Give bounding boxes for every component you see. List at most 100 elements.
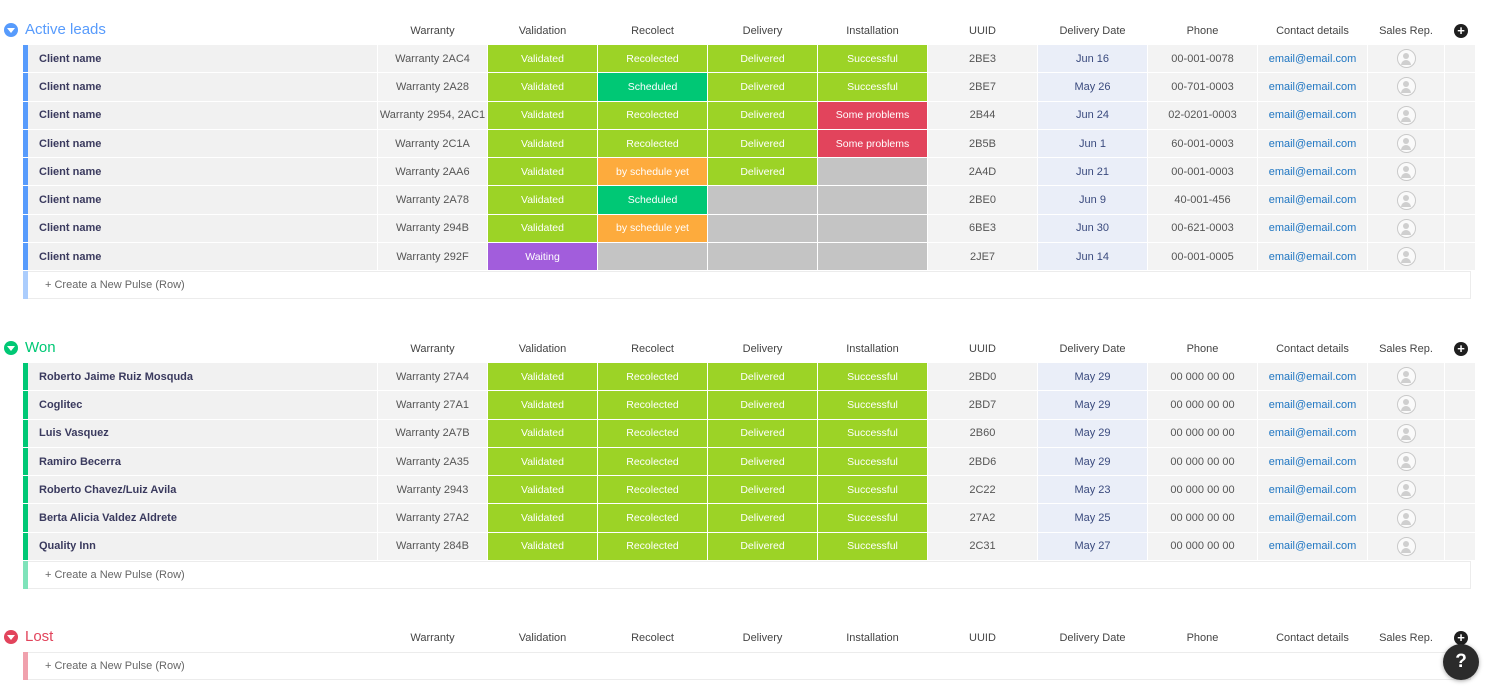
column-header-uuid[interactable]: UUID	[969, 25, 996, 37]
cell-name[interactable]: Client name	[28, 129, 377, 158]
cell-uuid[interactable]: 2A4D	[928, 158, 1037, 186]
status-installation[interactable]: Successful	[818, 504, 927, 532]
cell-delivery-date[interactable]: Jun 1	[1038, 129, 1147, 158]
cell-phone[interactable]: 00 000 00 00	[1148, 532, 1257, 561]
avatar-icon[interactable]	[1396, 77, 1416, 97]
column-header-installation[interactable]: Installation	[846, 343, 899, 355]
avatar-icon[interactable]	[1396, 105, 1416, 125]
cell-phone[interactable]: 00-621-0003	[1148, 214, 1257, 243]
cell-delivery-date[interactable]: Jun 21	[1038, 158, 1147, 186]
status-validation[interactable]: Validated	[488, 214, 597, 243]
avatar-icon[interactable]	[1396, 508, 1416, 528]
status-delivery[interactable]: Delivered	[708, 532, 817, 561]
column-header-phone[interactable]: Phone	[1186, 632, 1219, 644]
add-column-icon[interactable]: +	[1454, 24, 1468, 38]
status-delivery[interactable]: Delivered	[708, 419, 817, 447]
cell-sales-rep[interactable]	[1368, 476, 1444, 504]
avatar-icon[interactable]	[1396, 49, 1416, 69]
status-delivery[interactable]: Delivered	[708, 45, 817, 73]
status-installation[interactable]: Successful	[818, 419, 927, 447]
avatar-icon[interactable]	[1396, 218, 1416, 238]
cell-uuid[interactable]: 2BD0	[928, 363, 1037, 391]
status-delivery[interactable]: Delivered	[708, 476, 817, 504]
cell-phone[interactable]: 00-001-0078	[1148, 45, 1257, 73]
cell-delivery-date[interactable]: May 23	[1038, 476, 1147, 504]
status-recolect[interactable]: Recolected	[598, 363, 707, 391]
status-validation[interactable]: Validated	[488, 101, 597, 129]
create-new-pulse-button[interactable]: + Create a New Pulse (Row)	[28, 561, 1471, 590]
status-recolect[interactable]: Recolected	[598, 476, 707, 504]
cell-email-link[interactable]: email@email.com	[1258, 391, 1367, 419]
status-validation[interactable]: Validated	[488, 186, 597, 214]
cell-uuid[interactable]: 2JE7	[928, 243, 1037, 271]
cell-phone[interactable]: 00-701-0003	[1148, 73, 1257, 101]
status-delivery[interactable]: Delivered	[708, 101, 817, 129]
status-installation[interactable]: Some problems	[818, 101, 927, 129]
cell-warranty[interactable]: Warranty 284B	[378, 532, 487, 561]
cell-sales-rep[interactable]	[1368, 214, 1444, 243]
column-header-phone[interactable]: Phone	[1186, 343, 1219, 355]
cell-name[interactable]: Quality Inn	[28, 532, 377, 561]
cell-sales-rep[interactable]	[1368, 532, 1444, 561]
status-recolect[interactable]: Recolected	[598, 129, 707, 158]
status-recolect[interactable]: Recolected	[598, 419, 707, 447]
column-header-delivery-date[interactable]: Delivery Date	[1059, 343, 1126, 355]
column-header-installation[interactable]: Installation	[846, 632, 899, 644]
cell-delivery-date[interactable]: Jun 30	[1038, 214, 1147, 243]
column-header-delivery-date[interactable]: Delivery Date	[1059, 25, 1126, 37]
status-validation[interactable]: Validated	[488, 363, 597, 391]
avatar-icon[interactable]	[1396, 247, 1416, 267]
cell-phone[interactable]: 60-001-0003	[1148, 129, 1257, 158]
cell-sales-rep[interactable]	[1368, 447, 1444, 476]
status-recolect[interactable]	[598, 243, 707, 271]
status-recolect[interactable]: Recolected	[598, 447, 707, 476]
status-delivery[interactable]: Delivered	[708, 73, 817, 101]
cell-email-link[interactable]: email@email.com	[1258, 101, 1367, 129]
column-header-contact-details[interactable]: Contact details	[1276, 343, 1349, 355]
status-validation[interactable]: Validated	[488, 73, 597, 101]
column-header-recolect[interactable]: Recolect	[631, 632, 674, 644]
group-title[interactable]: Active leads	[25, 21, 106, 38]
cell-name[interactable]: Client name	[28, 214, 377, 243]
status-installation[interactable]	[818, 243, 927, 271]
cell-phone[interactable]: 00 000 00 00	[1148, 504, 1257, 532]
cell-sales-rep[interactable]	[1368, 73, 1444, 101]
cell-email-link[interactable]: email@email.com	[1258, 214, 1367, 243]
cell-phone[interactable]: 00 000 00 00	[1148, 476, 1257, 504]
cell-delivery-date[interactable]: May 25	[1038, 504, 1147, 532]
cell-sales-rep[interactable]	[1368, 419, 1444, 447]
cell-warranty[interactable]: Warranty 294B	[378, 214, 487, 243]
status-recolect[interactable]: by schedule yet	[598, 214, 707, 243]
cell-email-link[interactable]: email@email.com	[1258, 476, 1367, 504]
cell-email-link[interactable]: email@email.com	[1258, 243, 1367, 271]
column-header-warranty[interactable]: Warranty	[410, 632, 455, 644]
column-header-validation[interactable]: Validation	[518, 343, 567, 355]
cell-name[interactable]: Roberto Chavez/Luiz Avila	[28, 476, 377, 504]
cell-name[interactable]: Berta Alicia Valdez Aldrete	[28, 504, 377, 532]
cell-delivery-date[interactable]: Jun 24	[1038, 101, 1147, 129]
status-installation[interactable]: Some problems	[818, 129, 927, 158]
chevron-down-icon[interactable]	[4, 341, 18, 355]
status-recolect[interactable]: by schedule yet	[598, 158, 707, 186]
status-installation[interactable]	[818, 158, 927, 186]
column-header-sales-rep[interactable]: Sales Rep.	[1379, 343, 1433, 355]
avatar-icon[interactable]	[1396, 395, 1416, 415]
status-validation[interactable]: Validated	[488, 532, 597, 561]
column-header-validation[interactable]: Validation	[518, 25, 567, 37]
avatar-icon[interactable]	[1396, 452, 1416, 472]
avatar-icon[interactable]	[1396, 480, 1416, 500]
cell-phone[interactable]: 00 000 00 00	[1148, 447, 1257, 476]
cell-uuid[interactable]: 2C31	[928, 532, 1037, 561]
cell-name[interactable]: Client name	[28, 243, 377, 271]
cell-phone[interactable]: 00-001-0003	[1148, 158, 1257, 186]
status-validation[interactable]: Validated	[488, 45, 597, 73]
cell-email-link[interactable]: email@email.com	[1258, 532, 1367, 561]
chevron-down-icon[interactable]	[4, 630, 18, 644]
cell-warranty[interactable]: Warranty 2943	[378, 476, 487, 504]
status-installation[interactable]: Successful	[818, 532, 927, 561]
status-validation[interactable]: Validated	[488, 129, 597, 158]
status-recolect[interactable]: Recolected	[598, 504, 707, 532]
column-header-uuid[interactable]: UUID	[969, 632, 996, 644]
status-delivery[interactable]: Delivered	[708, 447, 817, 476]
column-header-delivery[interactable]: Delivery	[742, 343, 783, 355]
